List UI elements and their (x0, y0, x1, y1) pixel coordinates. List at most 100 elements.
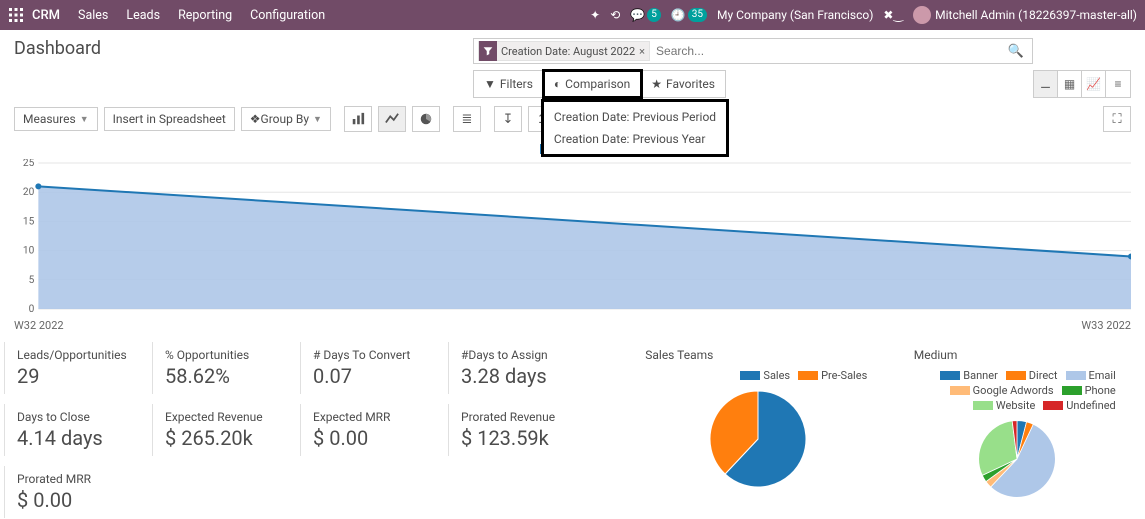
page-title: Dashboard (14, 38, 101, 59)
control-panel: Dashboard Creation Date: August 2022 × 🔍… (0, 30, 1145, 98)
kpi-value: 58.62% (165, 364, 288, 388)
nav-user[interactable]: Mitchell Admin (18226397-master-all) (913, 6, 1137, 24)
view-switcher: ⚊ ▦ 📈 ≡ (1033, 70, 1131, 98)
avatar (913, 6, 931, 24)
legend-item: Pre-Sales (798, 369, 867, 382)
nav-debug-icon[interactable]: ✖‿ (883, 8, 903, 22)
view-graph-icon[interactable]: 📈 (1082, 71, 1106, 97)
comparison-dropdown: Creation Date: Previous Period Creation … (541, 99, 729, 157)
legend-item: Google Adwords (950, 384, 1054, 397)
filter-icon (479, 41, 497, 61)
legend-item: Direct (1006, 369, 1058, 382)
kpi-card: Leads/Opportunities 29 (4, 342, 152, 394)
svg-text:25: 25 (23, 159, 35, 169)
kpi-label: Prorated Revenue (461, 410, 584, 424)
kpi-label: # Days To Convert (313, 348, 436, 362)
kpi-value: 0.07 (313, 364, 436, 388)
nav-tray-star-icon[interactable]: ✦ (590, 8, 600, 22)
view-pivot-icon[interactable]: ▦ (1058, 71, 1082, 97)
svg-text:20: 20 (23, 187, 35, 198)
messaging-badge: 5 (647, 8, 661, 22)
nav-messaging[interactable]: 💬 5 (630, 8, 661, 22)
bar-chart-icon[interactable] (344, 106, 372, 132)
nav-menu-leads[interactable]: Leads (126, 8, 160, 23)
search-input[interactable] (650, 44, 1004, 58)
nav-user-name: Mitchell Admin (18226397-master-all) (935, 8, 1137, 22)
legend-item: Phone (1062, 384, 1116, 397)
kpi-card: Prorated Revenue $ 123.59k (448, 404, 596, 456)
clock-icon: 🕘 (671, 8, 686, 22)
kpi-card: Days to Close 4.14 days (4, 404, 152, 456)
favorites-button[interactable]: ★ Favorites (641, 71, 725, 97)
filters-button[interactable]: ▼ Filters (474, 71, 544, 97)
chat-icon: 💬 (630, 8, 645, 22)
kpi-value: $ 0.00 (17, 488, 140, 512)
svg-text:15: 15 (23, 216, 35, 227)
medium-chart: Medium Banner Direct Email Google Adwords Ph… (902, 342, 1132, 518)
navbar: CRM Sales Leads Reporting Configuration … (0, 0, 1145, 30)
nav-company[interactable]: My Company (San Francisco) (717, 8, 873, 22)
activity-badge: 35 (688, 8, 707, 22)
kpi-value: 4.14 days (17, 426, 140, 450)
kpi-value: $ 0.00 (313, 426, 436, 450)
stacked-icon[interactable]: ≣ (453, 106, 481, 132)
legend-item: Banner (940, 369, 998, 382)
kpi-card: # Days To Convert 0.07 (300, 342, 448, 394)
sales-teams-title: Sales Teams (645, 348, 871, 362)
nav-menu-configuration[interactable]: Configuration (250, 8, 325, 23)
kpi-card: Prorated MRR $ 0.00 (4, 466, 152, 518)
nav-brand[interactable]: CRM (32, 8, 60, 23)
comparison-option-prev-period[interactable]: Creation Date: Previous Period (544, 106, 726, 128)
sort-desc-icon[interactable]: ↧ (494, 106, 522, 132)
facet-remove[interactable]: × (639, 45, 645, 58)
kpi-value: 3.28 days (461, 364, 584, 388)
kpi-label: % Opportunities (165, 348, 288, 362)
adjust-icon: ◐ (554, 77, 561, 91)
line-chart: 2520151050 (14, 159, 1131, 319)
view-list-icon[interactable]: ≡ (1106, 71, 1130, 97)
kpi-label: #Days to Assign (461, 348, 584, 362)
medium-title: Medium (914, 348, 1120, 362)
kpi-value: $ 265.20k (165, 426, 288, 450)
kpi-card: #Days to Assign 3.28 days (448, 342, 596, 394)
fullscreen-icon[interactable]: ⛶ (1103, 106, 1131, 132)
nav-activity[interactable]: 🕘 35 (671, 8, 707, 22)
nav-menu-sales[interactable]: Sales (78, 8, 108, 23)
sales-teams-chart: Sales Teams SalesPre-Sales (633, 342, 883, 518)
svg-text:0: 0 (29, 304, 35, 315)
kpi-label: Expected Revenue (165, 410, 288, 424)
line-chart-icon[interactable] (378, 106, 406, 132)
comparison-button[interactable]: ◐ Comparison (544, 71, 641, 97)
kpi-card: Expected MRR $ 0.00 (300, 404, 448, 456)
groupby-button[interactable]: ❖ Group By▼ (241, 107, 331, 131)
kpi-value: 29 (17, 364, 140, 388)
insert-spreadsheet-button[interactable]: Insert in Spreadsheet (104, 107, 235, 131)
filter-icon: ▼ (484, 77, 496, 91)
search-facet: Creation Date: August 2022 × (478, 41, 650, 61)
kpi-value: $ 123.59k (461, 426, 584, 450)
legend-item: Website (973, 399, 1035, 412)
legend-item: Undefined (1043, 399, 1115, 412)
nav-menu-reporting[interactable]: Reporting (178, 8, 232, 23)
kpi-label: Days to Close (17, 410, 140, 424)
search-box[interactable]: Creation Date: August 2022 × 🔍 (473, 38, 1033, 64)
apps-icon[interactable] (8, 7, 24, 23)
kpi-label: Leads/Opportunities (17, 348, 140, 362)
kpi-card: Expected Revenue $ 265.20k (152, 404, 300, 456)
comparison-option-prev-year[interactable]: Creation Date: Previous Year (544, 128, 726, 150)
kpi-label: Prorated MRR (17, 472, 140, 486)
search-icon[interactable]: 🔍 (1004, 44, 1028, 59)
star-icon: ★ (651, 77, 662, 91)
pie-chart-icon[interactable] (412, 106, 440, 132)
view-dashboard-icon[interactable]: ⚊ (1034, 71, 1058, 97)
legend-item: Email (1066, 369, 1116, 382)
kpi-card: % Opportunities 58.62% (152, 342, 300, 394)
x-label-start: W32 2022 (14, 319, 64, 332)
chart-x-axis: W32 2022 W33 2022 (0, 319, 1145, 332)
x-label-end: W33 2022 (1081, 319, 1131, 332)
facet-label: Creation Date: August 2022 (501, 45, 635, 58)
kpi-label: Expected MRR (313, 410, 436, 424)
nav-tray-timer-icon[interactable]: ⟲ (610, 8, 620, 22)
measures-button[interactable]: Measures▼ (14, 107, 98, 131)
svg-text:10: 10 (23, 246, 35, 257)
